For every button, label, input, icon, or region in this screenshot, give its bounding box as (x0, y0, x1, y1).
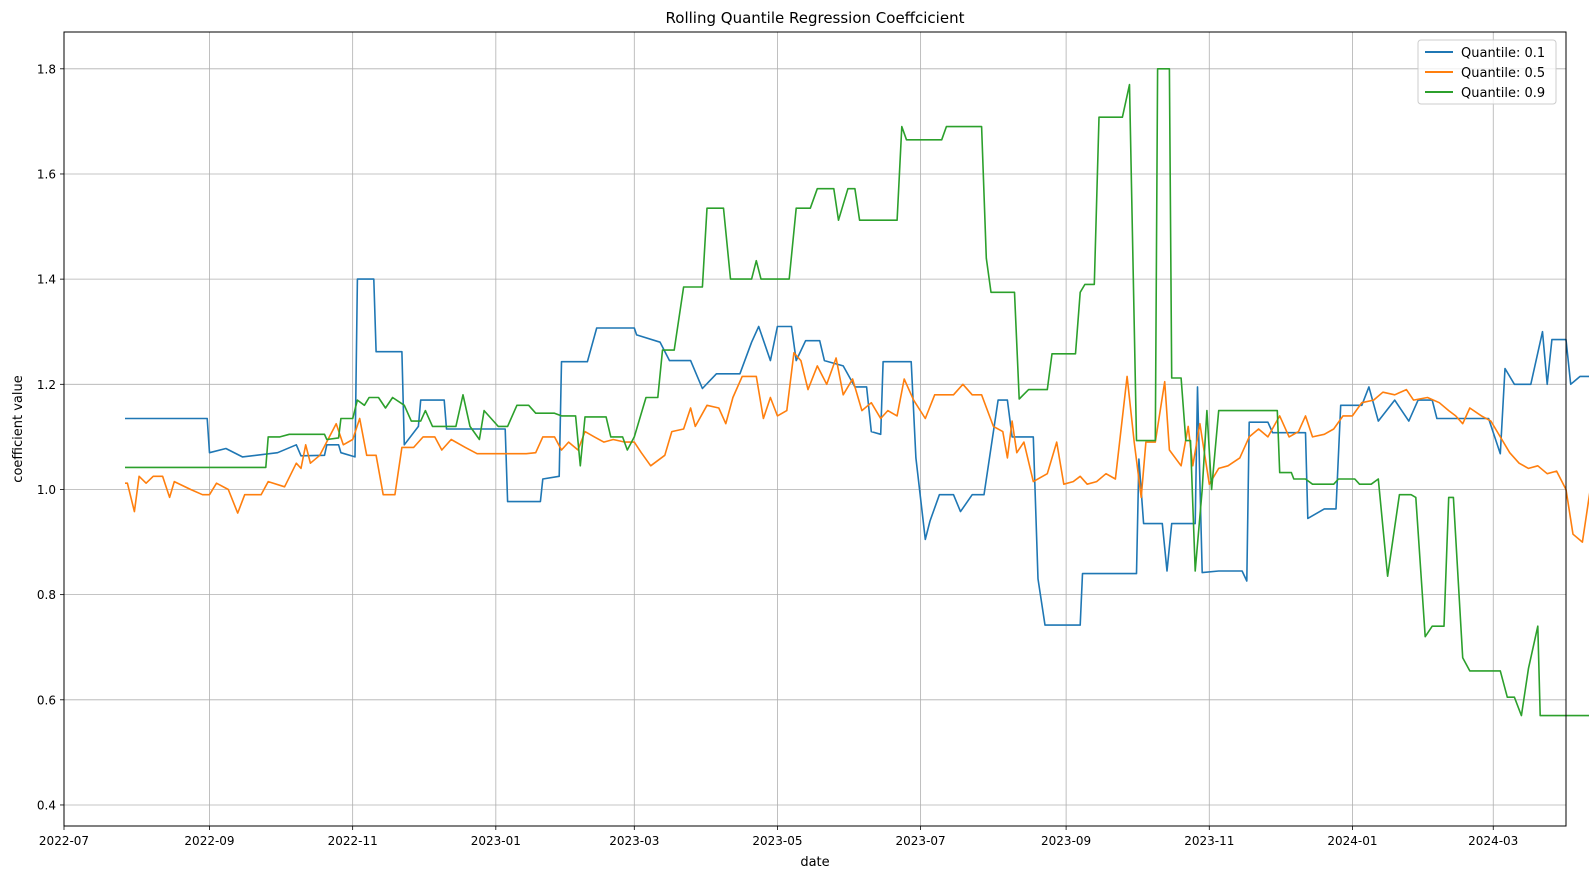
x-tick-label: 2024-01 (1327, 834, 1377, 848)
y-tick-label: 1.8 (37, 62, 56, 76)
x-tick-label: 2022-11 (328, 834, 378, 848)
x-tick-label: 2023-07 (896, 834, 946, 848)
x-tick-label: 2022-09 (184, 834, 234, 848)
y-tick-label: 1.0 (37, 483, 56, 497)
series-line-09 (125, 68, 1589, 717)
x-tick-label: 2022-07 (39, 834, 89, 848)
grid (63, 32, 1566, 826)
legend-label-q01: Quantile: 0.1 (1461, 46, 1545, 61)
chart-title: Rolling Quantile Regression Coeffcicient (666, 9, 965, 27)
x-tick-label: 2023-09 (1041, 834, 1091, 848)
y-tick-label: 0.4 (37, 798, 56, 812)
y-tick-label: 1.4 (37, 273, 56, 287)
x-tick-label: 2023-01 (471, 834, 521, 848)
legend-label-q09: Quantile: 0.9 (1461, 86, 1545, 101)
series-lines (125, 68, 1589, 717)
series-line-05 (125, 352, 1589, 543)
y-axis-label: coefficient value (11, 375, 26, 482)
axis-ticks: 2022-07 2022-09 2022-11 2023-01 2023-03 2023-… (37, 62, 1518, 848)
legend-label-q05: Quantile: 0.5 (1461, 66, 1545, 81)
series-line-01 (125, 278, 1589, 626)
x-tick-label: 2023-03 (609, 834, 659, 848)
x-tick-label: 2024-03 (1468, 834, 1518, 848)
x-axis-label: date (800, 855, 829, 870)
legend-box (1417, 39, 1557, 105)
y-tick-label: 0.8 (37, 588, 56, 602)
y-tick-label: 0.6 (37, 693, 56, 707)
x-tick-label: 2023-05 (752, 834, 802, 848)
x-tick-label: 2023-11 (1184, 834, 1234, 848)
legend: Quantile: 0.1 Quantile: 0.5 Quantile: 0.… (1417, 39, 1557, 105)
y-tick-label: 1.2 (37, 378, 56, 392)
y-tick-label: 1.6 (37, 167, 56, 181)
plot-frame (63, 31, 1567, 827)
